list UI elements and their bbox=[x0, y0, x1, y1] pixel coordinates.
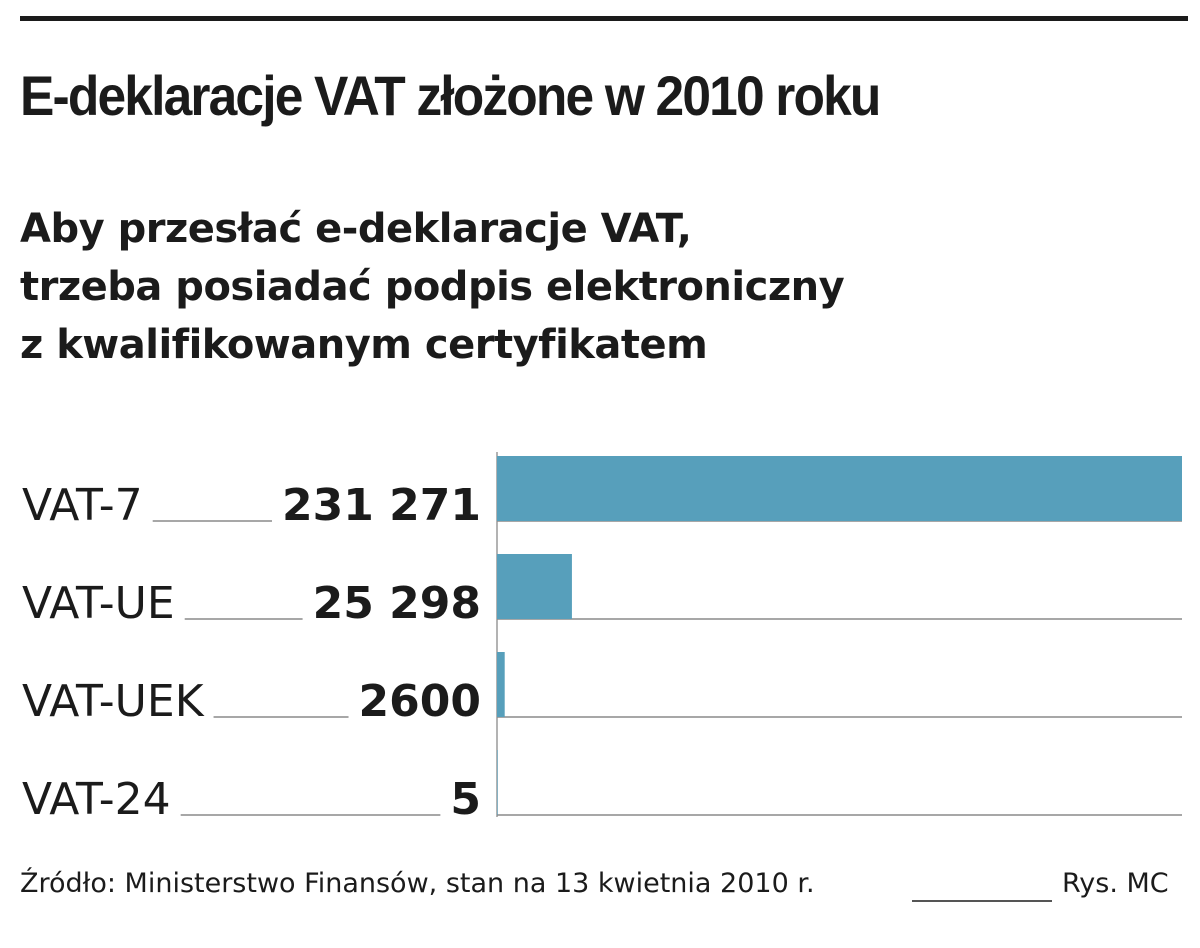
source-note: Źródło: Ministerstwo Finansów, stan na 1… bbox=[20, 868, 815, 899]
chart-title: E-deklaracje VAT złożone w 2010 roku bbox=[20, 64, 881, 127]
bar-vat-uek bbox=[497, 652, 505, 717]
top-rule bbox=[20, 16, 1188, 21]
bar-vat-24 bbox=[497, 750, 498, 815]
bar-vat-ue bbox=[497, 554, 572, 619]
value-label-vat-24: 5 bbox=[450, 774, 481, 825]
subtitle-line-1: Aby przesłać e-deklaracje VAT, bbox=[20, 206, 692, 252]
value-label-vat-ue: 25 298 bbox=[313, 578, 481, 629]
category-label-vat-24: VAT-24 bbox=[22, 774, 171, 825]
category-label-vat-ue: VAT-UE bbox=[22, 578, 175, 629]
category-label-vat-7: VAT-7 bbox=[22, 480, 143, 531]
category-label-vat-uek: VAT-UEK bbox=[22, 676, 205, 727]
subtitle-line-2: trzeba posiadać podpis elektroniczny bbox=[20, 264, 845, 310]
chart-subtitle: Aby przesłać e-deklaracje VAT, trzeba po… bbox=[20, 200, 845, 374]
value-label-vat-7: 231 271 bbox=[282, 480, 481, 531]
credit-note: Rys. MC bbox=[1062, 868, 1169, 899]
source-rule bbox=[912, 900, 1052, 902]
subtitle-line-3: z kwalifikowanym certyfikatem bbox=[20, 322, 708, 368]
bar-vat-7 bbox=[497, 456, 1182, 521]
value-label-vat-uek: 2600 bbox=[359, 676, 481, 727]
